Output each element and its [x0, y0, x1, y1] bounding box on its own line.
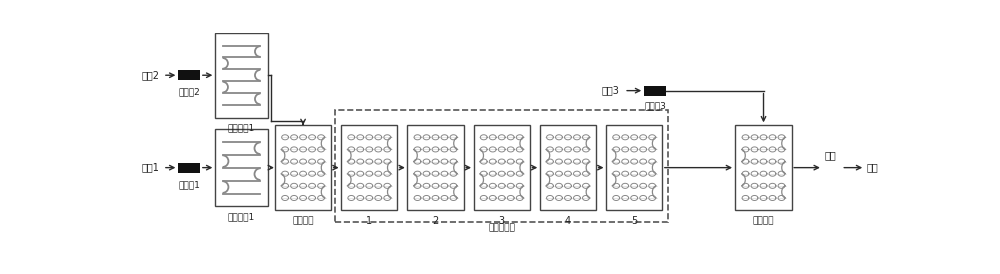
Text: 1: 1: [366, 216, 372, 226]
Bar: [215, 129, 268, 206]
Text: 产品: 产品: [867, 163, 878, 173]
Bar: [540, 125, 596, 210]
Text: 反应模块组: 反应模块组: [488, 223, 515, 232]
Text: 物禙3: 物禙3: [601, 86, 619, 96]
Text: 计量朵3: 计量朵3: [644, 101, 666, 110]
Text: 预热模块1: 预热模块1: [228, 212, 255, 221]
Bar: [474, 125, 530, 210]
Bar: [275, 125, 331, 210]
Text: 2: 2: [432, 216, 439, 226]
Bar: [335, 110, 668, 222]
Text: 混合模块: 混合模块: [292, 216, 314, 225]
Bar: [341, 125, 397, 210]
Bar: [606, 125, 662, 210]
Bar: [215, 33, 268, 118]
Text: 计量朵2: 计量朵2: [178, 88, 200, 96]
Text: 处理: 处理: [824, 150, 836, 160]
Bar: [407, 125, 464, 210]
Text: 物禙2: 物禙2: [141, 70, 159, 80]
Bar: [178, 163, 200, 173]
Bar: [178, 70, 200, 80]
Text: 淣灭模块: 淣灭模块: [753, 216, 774, 225]
Text: 计量朵1: 计量朵1: [178, 180, 200, 189]
Bar: [644, 86, 666, 96]
Text: 预热模块1: 预热模块1: [228, 124, 255, 133]
Text: 3: 3: [499, 216, 505, 226]
Text: 物禙1: 物禙1: [141, 163, 159, 173]
Text: 4: 4: [565, 216, 571, 226]
Text: 5: 5: [631, 216, 637, 226]
Bar: [735, 125, 792, 210]
